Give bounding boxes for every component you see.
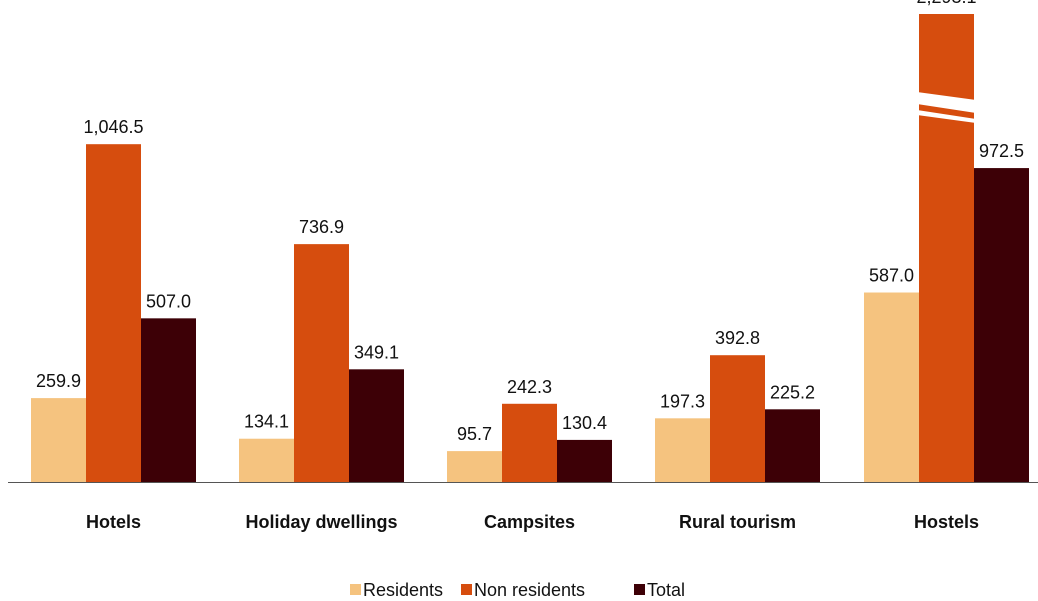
bar-non-residents-holiday-dwellings — [294, 244, 349, 482]
legend-item-non-residents: Non residents — [461, 580, 585, 600]
x-tick-label-hostels: Hostels — [914, 512, 979, 532]
bar-total-hotels — [141, 318, 196, 482]
bar-total-campsites — [557, 439, 612, 482]
data-label-non-residents-hotels: 1,046.5 — [83, 117, 143, 137]
bar-groups: 259.9 1,046.5 507.0 134.1 736.9 349.1 95.7 242.… — [31, 0, 1029, 482]
axis-break-mark — [917, 92, 976, 113]
data-label-residents-hostels: 587.0 — [869, 266, 914, 286]
x-tick-label-rural-tourism: Rural tourism — [679, 512, 796, 532]
data-label-non-residents-hostels: 2,293.1 — [916, 0, 976, 7]
data-label-total-holiday-dwellings: 349.1 — [354, 342, 399, 362]
bar-group-hotels: 259.9 1,046.5 507.0 — [31, 117, 196, 482]
data-label-residents-holiday-dwellings: 134.1 — [244, 412, 289, 432]
data-label-total-campsites: 130.4 — [562, 413, 607, 433]
legend: Residents Non residents Total — [350, 580, 685, 600]
bar-residents-campsites — [447, 451, 502, 482]
bar-group-campsites: 95.7 242.3 130.4 — [447, 377, 612, 482]
legend-swatch-total — [634, 584, 645, 595]
bar-non-residents-hostels — [919, 14, 974, 482]
legend-swatch-non-residents — [461, 584, 472, 595]
bar-total-hostels — [974, 168, 1029, 482]
data-label-residents-hotels: 259.9 — [36, 371, 81, 391]
bar-total-holiday-dwellings — [349, 369, 404, 482]
legend-label-residents: Residents — [363, 580, 443, 600]
data-label-total-hotels: 507.0 — [146, 291, 191, 311]
bar-total-rural-tourism — [765, 409, 820, 482]
legend-item-residents: Residents — [350, 580, 443, 600]
data-label-total-rural-tourism: 225.2 — [770, 382, 815, 402]
data-label-residents-rural-tourism: 197.3 — [660, 391, 705, 411]
data-label-non-residents-rural-tourism: 392.8 — [715, 328, 760, 348]
bar-group-holiday-dwellings: 134.1 736.9 349.1 — [239, 217, 404, 482]
bar-non-residents-hotels — [86, 144, 141, 482]
data-label-residents-campsites: 95.7 — [457, 424, 492, 444]
data-label-total-hostels: 972.5 — [979, 141, 1024, 161]
x-tick-label-holiday-dwellings: Holiday dwellings — [245, 512, 397, 532]
axis-break-mark — [917, 110, 976, 123]
bar-residents-holiday-dwellings — [239, 438, 294, 482]
data-label-non-residents-holiday-dwellings: 736.9 — [299, 217, 344, 237]
bar-residents-hotels — [31, 398, 86, 482]
bar-group-hostels: 587.0 2,293.1 972.5 — [864, 0, 1029, 482]
bar-non-residents-campsites — [502, 403, 557, 482]
legend-item-total: Total — [634, 580, 685, 600]
bar-non-residents-rural-tourism — [710, 355, 765, 482]
legend-label-non-residents: Non residents — [474, 580, 585, 600]
bar-residents-hostels — [864, 292, 919, 482]
bar-group-rural-tourism: 197.3 392.8 225.2 — [655, 328, 820, 482]
legend-label-total: Total — [647, 580, 685, 600]
legend-swatch-residents — [350, 584, 361, 595]
data-label-non-residents-campsites: 242.3 — [507, 377, 552, 397]
bar-residents-rural-tourism — [655, 418, 710, 482]
x-tick-label-hotels: Hotels — [86, 512, 141, 532]
x-tick-label-campsites: Campsites — [484, 512, 575, 532]
